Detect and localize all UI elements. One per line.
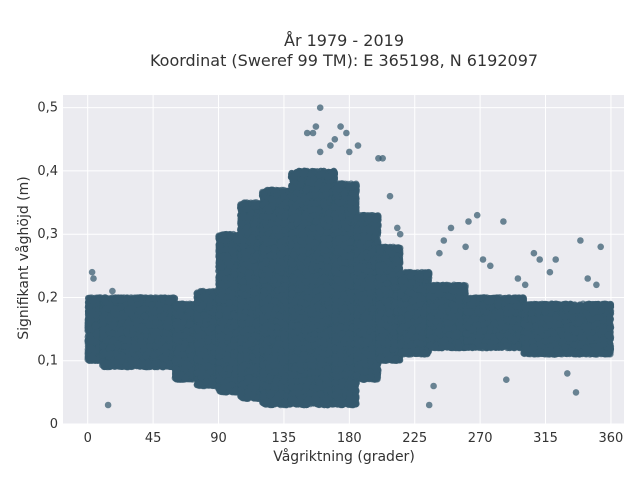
chart-title-line-2: Koordinat (Sweref 99 TM): E 365198, N 61… (150, 51, 538, 70)
data-point (85, 320, 92, 327)
data-point (93, 323, 100, 330)
data-point (90, 355, 97, 362)
scatter-chart: År 1979 - 2019 Koordinat (Sweref 99 TM):… (0, 0, 640, 480)
data-point (86, 326, 93, 333)
data-point (87, 338, 94, 345)
chart-title-line-1: År 1979 - 2019 (284, 31, 404, 50)
data-point (89, 346, 96, 353)
data-point (93, 331, 100, 338)
data-point (93, 312, 100, 319)
data-point (90, 298, 97, 305)
